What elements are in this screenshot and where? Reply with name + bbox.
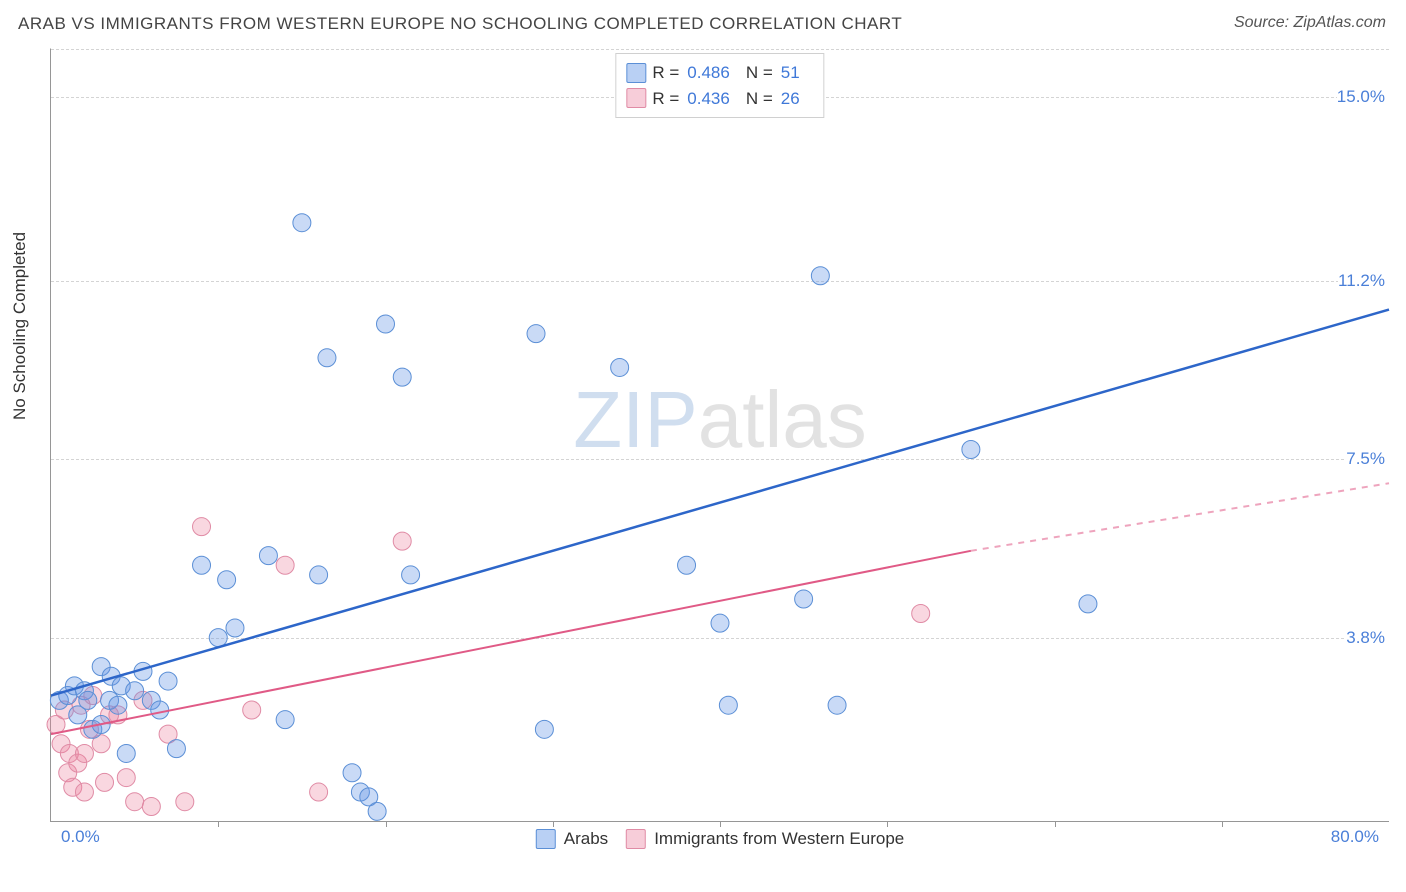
pink-point	[193, 518, 211, 536]
blue-point	[343, 764, 361, 782]
x-min-label: 0.0%	[61, 827, 100, 847]
legend-n-value: 51	[781, 60, 800, 86]
pink-point	[75, 744, 93, 762]
y-axis-label: No Schooling Completed	[10, 232, 30, 420]
x-tick	[553, 821, 554, 827]
legend-item: Immigrants from Western Europe	[626, 829, 904, 849]
legend-swatch	[536, 829, 556, 849]
blue-point	[167, 740, 185, 758]
pink-trendline-dashed	[971, 483, 1389, 551]
legend-n-label: N =	[746, 60, 773, 86]
blue-point	[719, 696, 737, 714]
blue-point	[151, 701, 169, 719]
legend-r-value: 0.486	[687, 60, 730, 86]
blue-point	[402, 566, 420, 584]
blue-point	[117, 744, 135, 762]
blue-point	[527, 325, 545, 343]
legend-swatch	[626, 63, 646, 83]
legend-row: R = 0.486 N = 51	[626, 60, 809, 86]
blue-point	[226, 619, 244, 637]
blue-point	[126, 682, 144, 700]
pink-point	[243, 701, 261, 719]
blue-point	[193, 556, 211, 574]
pink-point	[310, 783, 328, 801]
blue-point	[962, 440, 980, 458]
x-tick	[1055, 821, 1056, 827]
blue-point	[209, 629, 227, 647]
x-tick	[386, 821, 387, 827]
blue-point	[711, 614, 729, 632]
legend-correlation: R = 0.486 N = 51 R = 0.436 N = 26	[615, 53, 824, 118]
blue-point	[368, 802, 386, 820]
pink-point	[142, 798, 160, 816]
pink-point	[75, 783, 93, 801]
blue-point	[79, 691, 97, 709]
pink-point	[393, 532, 411, 550]
x-tick	[720, 821, 721, 827]
blue-point	[611, 358, 629, 376]
legend-swatch	[626, 829, 646, 849]
legend-r-label: R =	[652, 60, 679, 86]
x-tick	[218, 821, 219, 827]
legend-n-label: N =	[746, 86, 773, 112]
blue-point	[1079, 595, 1097, 613]
blue-point	[377, 315, 395, 333]
blue-point	[276, 711, 294, 729]
legend-r-value: 0.436	[687, 86, 730, 112]
legend-item: Arabs	[536, 829, 608, 849]
legend-label: Arabs	[564, 829, 608, 849]
blue-point	[811, 267, 829, 285]
blue-point	[109, 696, 127, 714]
pink-point	[96, 773, 114, 791]
legend-series: Arabs Immigrants from Western Europe	[536, 829, 904, 849]
blue-point	[678, 556, 696, 574]
blue-point	[218, 571, 236, 589]
blue-point	[535, 720, 553, 738]
pink-point	[176, 793, 194, 811]
blue-point	[159, 672, 177, 690]
blue-point	[310, 566, 328, 584]
x-tick	[887, 821, 888, 827]
legend-label: Immigrants from Western Europe	[654, 829, 904, 849]
x-tick	[1222, 821, 1223, 827]
blue-point	[259, 547, 277, 565]
pink-point	[117, 769, 135, 787]
legend-r-label: R =	[652, 86, 679, 112]
pink-point	[276, 556, 294, 574]
pink-point	[126, 793, 144, 811]
chart-title: ARAB VS IMMIGRANTS FROM WESTERN EUROPE N…	[18, 14, 902, 34]
pink-point	[912, 605, 930, 623]
x-max-label: 80.0%	[1331, 827, 1379, 847]
blue-point	[795, 590, 813, 608]
legend-swatch	[626, 88, 646, 108]
blue-point	[318, 349, 336, 367]
legend-row: R = 0.436 N = 26	[626, 86, 809, 112]
plot-area: 15.0%11.2%7.5%3.8% ZIPatlas R =0.486N =5…	[50, 48, 1389, 822]
blue-trendline	[51, 310, 1389, 696]
legend-n-value: 26	[781, 86, 800, 112]
blue-point	[828, 696, 846, 714]
blue-point	[393, 368, 411, 386]
chart-source: Source: ZipAtlas.com	[1234, 14, 1386, 32]
scatter-svg	[51, 49, 1389, 821]
blue-point	[293, 214, 311, 232]
